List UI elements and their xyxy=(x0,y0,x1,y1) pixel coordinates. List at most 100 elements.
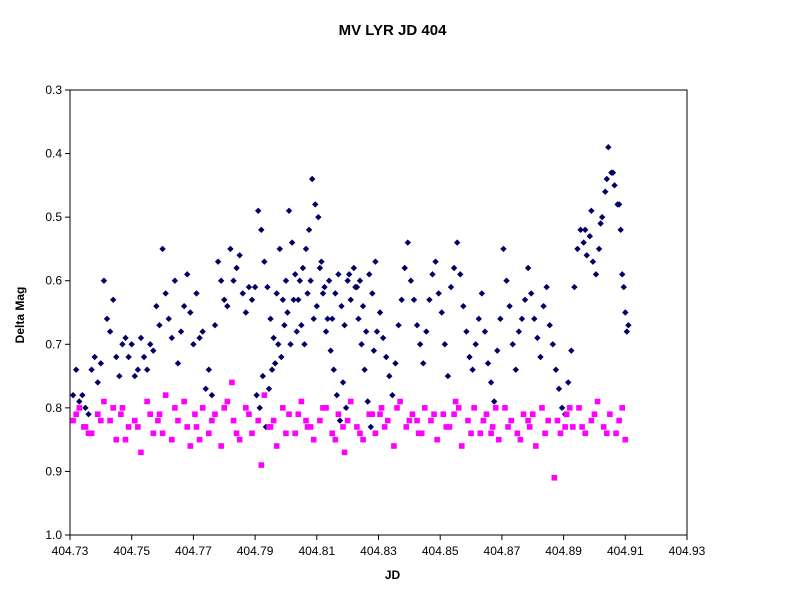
data-point-diamond xyxy=(312,201,319,208)
data-point-square xyxy=(421,405,428,411)
data-point-square xyxy=(266,424,272,430)
data-point-square xyxy=(505,424,511,430)
data-point-square xyxy=(471,405,477,411)
data-point-diamond xyxy=(625,322,632,329)
data-point-square xyxy=(70,417,76,424)
series-variable-star xyxy=(69,144,632,431)
data-point-diamond xyxy=(605,144,612,151)
data-point-square xyxy=(357,430,363,437)
data-point-diamond xyxy=(162,290,169,297)
data-point-diamond xyxy=(318,258,325,265)
data-point-diamond xyxy=(509,341,516,348)
data-point-diamond xyxy=(611,182,618,189)
x-tick-label: 404.85 xyxy=(422,544,459,558)
data-point-square xyxy=(243,405,249,411)
data-point-square xyxy=(310,436,317,443)
data-point-square xyxy=(249,430,255,437)
data-point-diamond xyxy=(299,264,307,272)
data-point-square xyxy=(440,411,447,418)
data-point-diamond xyxy=(574,245,581,253)
data-point-square xyxy=(557,430,564,437)
data-point-diamond xyxy=(450,264,458,272)
data-point-diamond xyxy=(595,245,603,253)
data-point-diamond xyxy=(268,366,276,373)
data-point-diamond xyxy=(156,322,163,329)
data-point-square xyxy=(246,411,252,418)
y-tick-label: 0.6 xyxy=(45,274,62,288)
data-point-square xyxy=(533,443,539,449)
data-point-square xyxy=(329,430,336,437)
data-point-diamond xyxy=(301,341,308,348)
data-point-square xyxy=(119,405,126,411)
data-point-diamond xyxy=(134,366,142,373)
data-point-square xyxy=(73,411,79,418)
data-point-diamond xyxy=(361,366,368,373)
data-point-diamond xyxy=(113,353,120,361)
data-point-diamond xyxy=(103,315,111,323)
data-point-square xyxy=(273,443,280,449)
data-point-diamond xyxy=(506,302,513,310)
data-point-diamond xyxy=(131,372,138,380)
data-point-diamond xyxy=(423,328,430,335)
data-point-square xyxy=(409,411,416,418)
y-tick-label: 1.0 xyxy=(45,528,62,542)
data-point-square xyxy=(175,417,181,424)
data-point-square xyxy=(451,411,457,418)
data-point-square xyxy=(613,430,619,437)
data-point-square xyxy=(502,405,508,411)
data-point-diamond xyxy=(438,309,445,316)
data-point-diamond xyxy=(392,360,399,367)
data-point-diamond xyxy=(515,328,523,335)
data-point-diamond xyxy=(426,296,433,303)
data-point-square xyxy=(360,436,366,443)
data-point-square xyxy=(406,417,413,424)
data-point-square xyxy=(403,424,410,430)
data-point-diamond xyxy=(261,258,268,265)
data-point-square xyxy=(570,424,576,430)
data-point-square xyxy=(230,417,237,424)
data-point-diamond xyxy=(290,296,297,303)
data-point-square xyxy=(320,405,326,411)
data-point-diamond xyxy=(565,379,572,386)
data-point-diamond xyxy=(122,334,129,342)
data-point-diamond xyxy=(577,226,584,234)
data-point-square xyxy=(196,436,203,443)
data-point-diamond xyxy=(85,411,92,418)
data-point-square xyxy=(303,417,309,424)
data-point-diamond xyxy=(546,322,553,329)
y-tick-label: 0.8 xyxy=(45,401,62,415)
data-point-square xyxy=(576,405,582,411)
data-point-square xyxy=(347,398,354,405)
data-point-diamond xyxy=(109,296,117,303)
data-point-diamond xyxy=(475,315,482,323)
data-point-diamond xyxy=(444,372,452,380)
data-point-square xyxy=(616,417,622,424)
data-point-diamond xyxy=(275,341,282,348)
data-point-square xyxy=(101,398,107,405)
data-point-diamond xyxy=(609,169,617,176)
data-point-square xyxy=(354,424,360,430)
data-point-diamond xyxy=(369,290,376,297)
data-point-square xyxy=(94,411,101,418)
data-point-diamond xyxy=(304,290,311,297)
data-point-diamond xyxy=(339,379,347,386)
data-point-diamond xyxy=(116,372,123,380)
data-point-square xyxy=(172,405,178,411)
data-point-diamond xyxy=(589,258,597,265)
data-point-diamond xyxy=(217,277,225,284)
x-tick-label: 404.91 xyxy=(607,544,644,558)
data-point-diamond xyxy=(91,353,98,361)
data-point-diamond xyxy=(310,315,317,323)
data-point-diamond xyxy=(284,309,291,316)
data-point-diamond xyxy=(202,385,209,392)
data-point-square xyxy=(520,411,527,418)
data-point-square xyxy=(181,398,187,405)
data-point-diamond xyxy=(308,175,316,183)
data-point-square xyxy=(428,417,434,424)
data-point-square xyxy=(258,462,265,468)
data-point-diamond xyxy=(583,252,590,259)
data-point-diamond xyxy=(597,220,604,227)
data-point-diamond xyxy=(106,328,114,335)
data-point-diamond xyxy=(497,315,504,323)
data-point-square xyxy=(156,411,163,418)
